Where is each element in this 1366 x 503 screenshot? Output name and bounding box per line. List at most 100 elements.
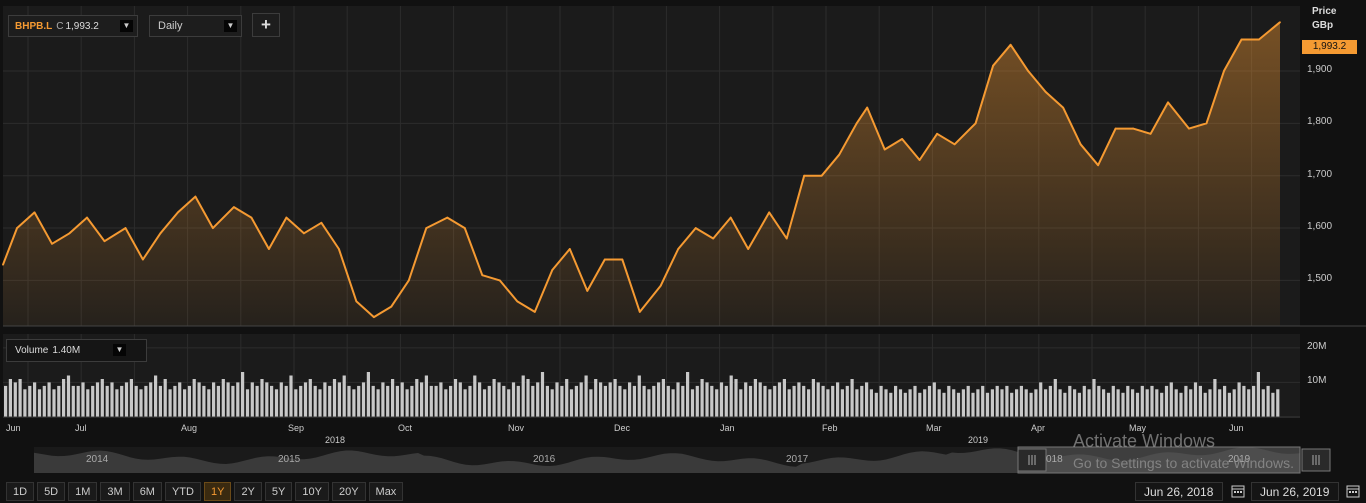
volume-bar	[468, 385, 472, 417]
x-tick-label: Aug	[181, 423, 198, 433]
volume-bar	[202, 385, 206, 417]
volume-bar	[255, 385, 259, 417]
chevron-down-icon[interactable]: ▼	[224, 20, 237, 32]
add-indicator-button[interactable]: +	[252, 13, 280, 37]
price-point	[302, 232, 305, 235]
price-point	[320, 221, 323, 224]
volume-bar	[120, 385, 124, 417]
price-tick-label: 1,700	[1307, 168, 1333, 180]
price-point	[33, 211, 36, 214]
range-button-ytd[interactable]: YTD	[164, 482, 201, 501]
range-button-20y[interactable]: 20Y	[331, 482, 366, 501]
volume-bar	[913, 385, 917, 417]
navigator-year-label: 2015	[278, 454, 301, 465]
volume-bar	[715, 389, 719, 417]
volume-bar	[187, 385, 191, 417]
volume-bar	[134, 385, 138, 417]
volume-bar	[318, 389, 322, 417]
price-point	[1258, 38, 1260, 41]
navigator-right-handle[interactable]	[1301, 448, 1331, 472]
volume-bar	[908, 389, 912, 417]
volume-bar	[1073, 389, 1077, 417]
chevron-down-icon[interactable]: ▼	[120, 20, 133, 32]
volume-bar	[661, 379, 665, 417]
price-point	[551, 269, 554, 271]
volume-bar	[758, 382, 762, 417]
range-button-1m[interactable]: 1M	[68, 482, 98, 501]
price-point	[1027, 70, 1029, 72]
volume-bar	[719, 382, 724, 417]
price-point	[212, 227, 214, 229]
volume-bar	[1087, 389, 1091, 417]
volume-bar	[579, 382, 583, 417]
symbol-label: BHPB.L	[15, 20, 53, 32]
calendar-icon[interactable]	[1346, 484, 1360, 498]
price-point	[659, 284, 662, 287]
chevron-down-icon[interactable]: ▼	[113, 344, 126, 356]
start-date-field[interactable]: Jun 26, 2018	[1135, 482, 1223, 501]
price-tick-label: 1,600	[1307, 221, 1333, 233]
volume-bar	[773, 385, 777, 417]
volume-bar	[1193, 382, 1198, 417]
range-button-1d[interactable]: 1D	[6, 482, 35, 501]
price-point	[586, 290, 589, 292]
price-point	[953, 143, 956, 146]
volume-bar	[560, 385, 564, 417]
volume-bar	[183, 389, 187, 417]
range-button-10y[interactable]: 10Y	[295, 482, 329, 501]
price-point	[1079, 143, 1082, 146]
volume-bar	[507, 389, 511, 417]
volume-bar	[429, 385, 433, 417]
price-point	[498, 279, 501, 282]
volume-bar	[1000, 389, 1004, 417]
range-button-1y[interactable]: 1Y	[203, 482, 232, 501]
volume-bar	[71, 385, 75, 417]
range-button-max[interactable]: Max	[368, 482, 404, 501]
price-point	[463, 227, 466, 229]
volume-selector[interactable]: Volume 1.40M ▼	[6, 339, 147, 362]
symbol-selector[interactable]: BHPB.L C 1,993.2 ▼	[8, 15, 138, 37]
volume-bar	[657, 382, 661, 417]
price-point	[1205, 122, 1208, 125]
price-point	[1188, 127, 1190, 130]
interval-selector[interactable]: Daily ▼	[149, 15, 242, 37]
volume-bar	[52, 389, 56, 417]
volume-bar	[961, 389, 965, 417]
volume-bar	[690, 389, 695, 417]
volume-bar	[802, 385, 806, 417]
volume-bar	[608, 382, 612, 417]
volume-bar	[139, 389, 143, 417]
end-date-field[interactable]: Jun 26, 2019	[1251, 482, 1339, 501]
volume-bar	[1077, 392, 1081, 417]
range-button-2y[interactable]: 2Y	[234, 482, 262, 501]
volume-bar	[391, 379, 395, 417]
volume-bar	[1034, 389, 1038, 417]
volume-bar	[1232, 389, 1236, 417]
volume-bar	[632, 385, 636, 417]
volume-bar	[1276, 389, 1280, 417]
navigator-left-handle[interactable]	[1017, 448, 1047, 472]
x-tick-label: May	[1129, 423, 1147, 433]
price-point	[267, 248, 270, 250]
price-point	[855, 122, 858, 125]
calendar-icon[interactable]	[1231, 484, 1245, 498]
price-point	[638, 310, 641, 313]
volume-bar	[744, 382, 748, 417]
range-button-5d[interactable]: 5D	[37, 482, 66, 501]
navigator-selection[interactable]	[1017, 446, 1301, 474]
range-button-5y[interactable]: 5Y	[264, 482, 293, 501]
price-tick-label: 1,500	[1307, 273, 1333, 285]
volume-bar	[1227, 392, 1231, 417]
range-button-3m[interactable]: 3M	[100, 482, 130, 501]
volume-bar	[405, 389, 409, 417]
volume-bar	[347, 385, 351, 417]
volume-bars	[4, 372, 1280, 417]
price-point	[516, 300, 519, 303]
volume-bar	[478, 382, 482, 417]
price-point	[1149, 132, 1152, 135]
range-button-6m[interactable]: 6M	[132, 482, 162, 501]
price-point	[250, 216, 253, 219]
volume-bar	[840, 389, 844, 417]
volume-bar	[642, 385, 646, 417]
